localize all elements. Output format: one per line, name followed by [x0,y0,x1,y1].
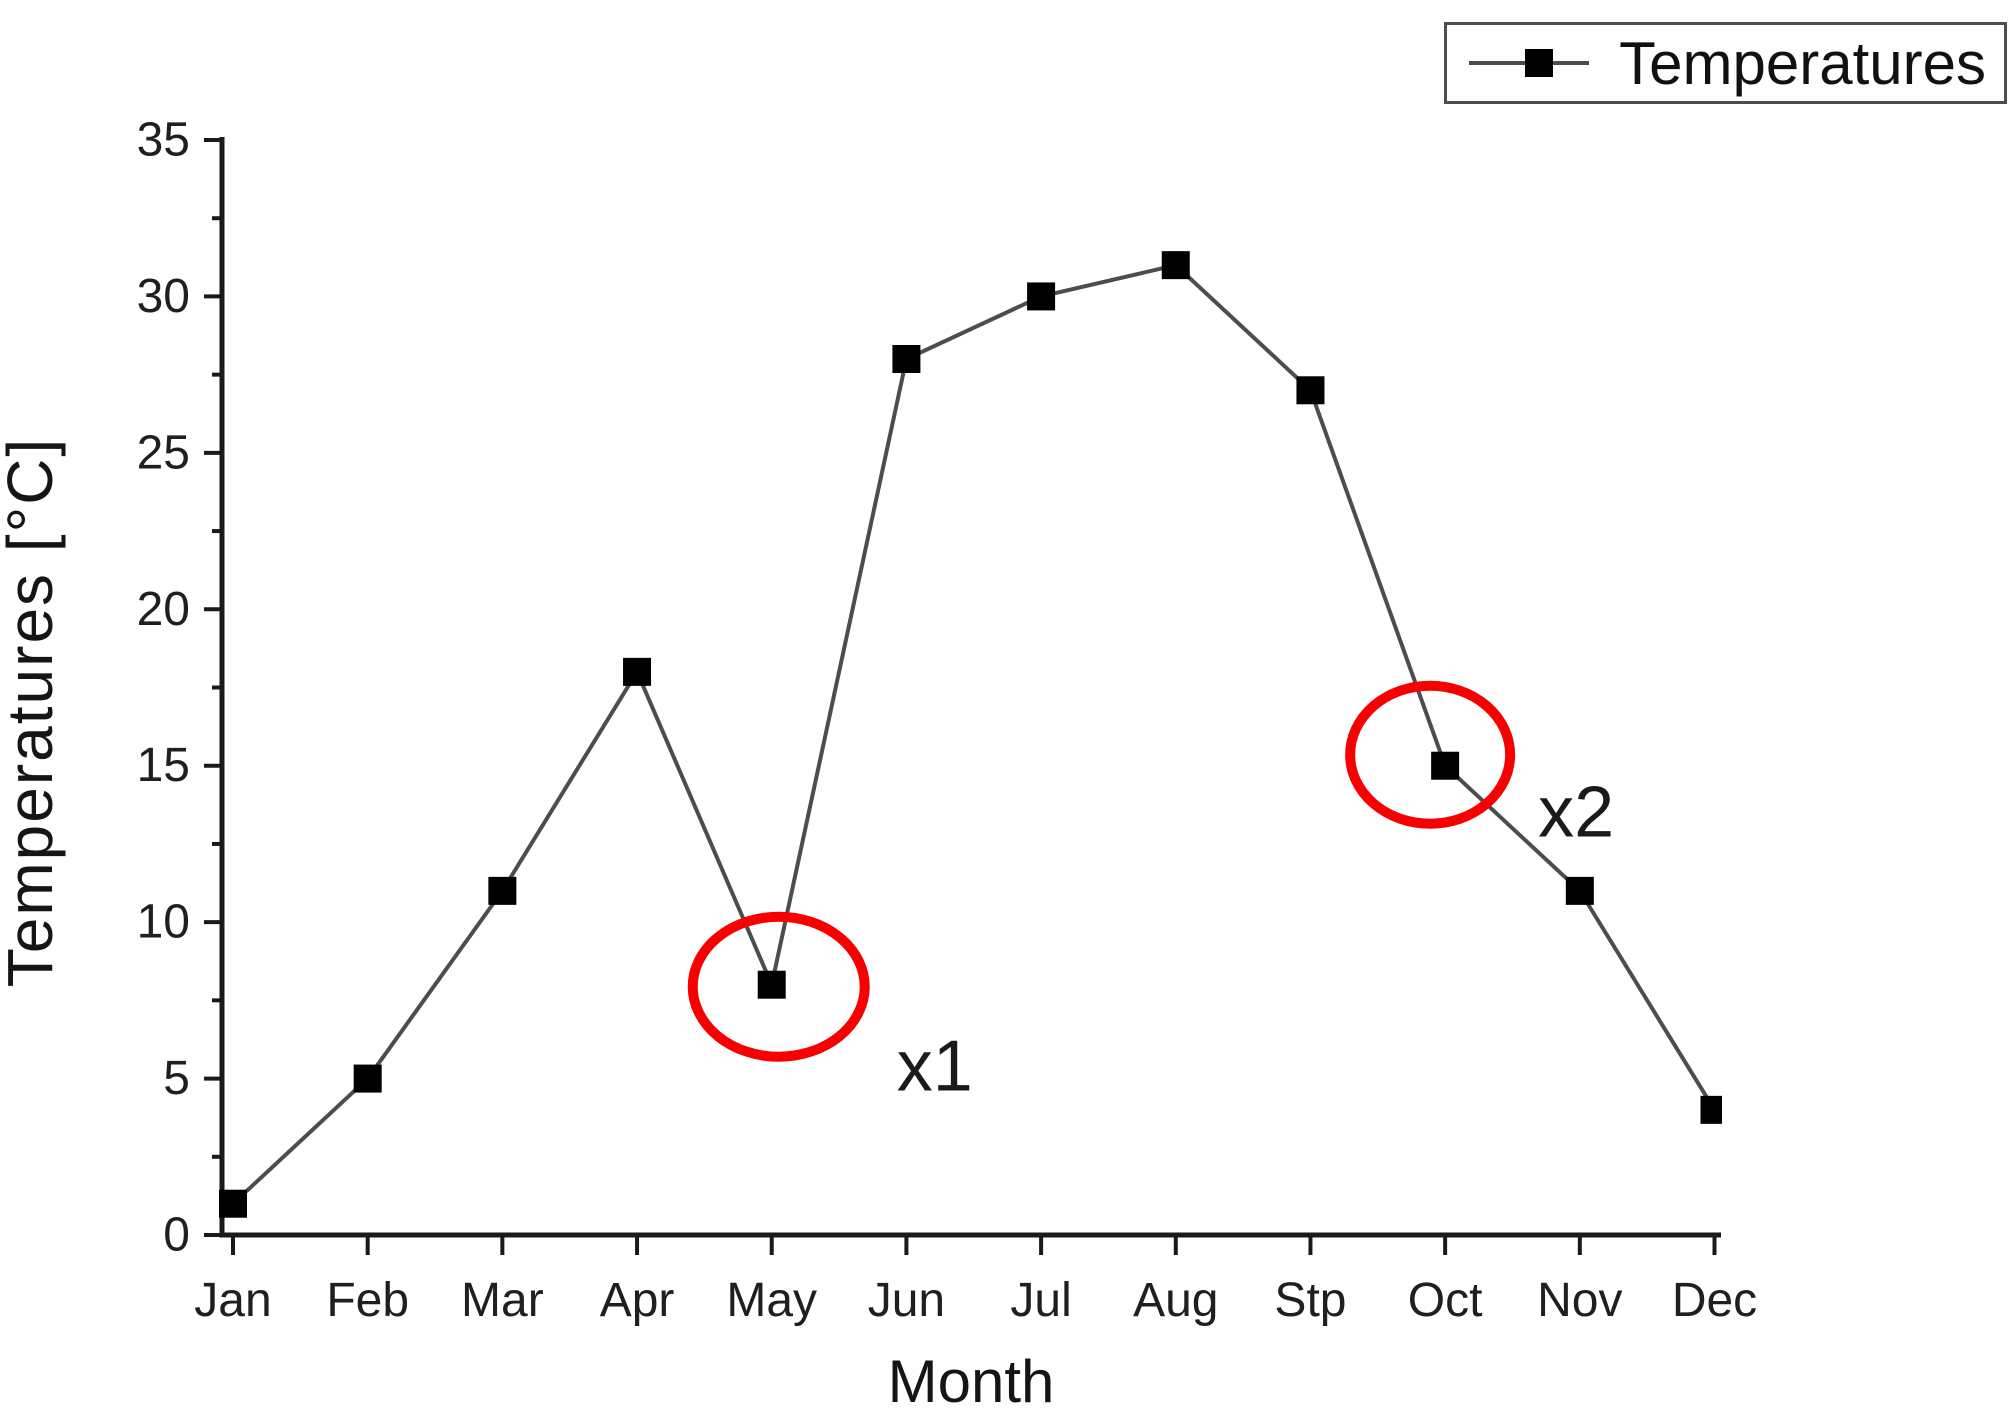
annotations-layer: x1 x2 [687,680,1614,1107]
temperature-series-markers [219,251,1722,1218]
legend-line-marker-swatch [1469,49,1590,77]
data-point-marker [488,876,517,905]
annotation-ellipse [687,911,870,1062]
x-axis-title: Month [888,1348,1055,1415]
data-point-marker [353,1064,382,1093]
annotation-label: x2 [1538,773,1614,853]
x-tick-label: Jul [1010,1274,1071,1327]
x-tick-label: Stp [1274,1274,1346,1327]
data-point-marker [892,345,921,373]
y-tick-label: 35 [137,114,190,167]
legend: Temperatures [1444,22,2007,104]
x-tick-label: Mar [461,1274,544,1327]
x-tick-label: Dec [1672,1274,1757,1327]
y-tick-label: 0 [163,1209,190,1262]
x-axis-tick-labels: Jan Feb Mar Apr May Jun Jul Aug Stp Oct Nov Dec [194,1274,1757,1327]
data-point-marker [757,970,786,999]
x-tick-label: May [726,1274,817,1327]
temperature-series-line [231,262,1717,1206]
x-axis-ticks [231,1235,1717,1255]
x-tick-label: Aug [1133,1274,1218,1327]
annotation-label: x1 [897,1027,973,1107]
data-point-marker [1027,282,1056,311]
legend-entry-label: Temperatures [1619,29,1986,97]
data-point-marker [1431,751,1460,780]
legend-square-marker [1525,49,1553,77]
y-tick-label: 10 [137,896,190,949]
y-tick-label: 30 [137,270,190,323]
y-axis-ticks [204,138,222,1237]
data-point-marker [1565,876,1594,905]
x-tick-label: Jun [868,1274,945,1327]
y-tick-label: 25 [137,426,190,479]
annotation-ellipse [1345,680,1516,829]
x-tick-label: Nov [1537,1274,1622,1327]
x-tick-label: Apr [600,1274,675,1327]
y-tick-label: 15 [137,739,190,792]
y-tick-label: 20 [137,583,190,636]
series-line-path [231,262,1717,1206]
x-tick-label: Oct [1408,1274,1483,1327]
data-point-marker [623,657,652,686]
x-tick-label: Jan [194,1274,271,1327]
data-point-marker [1700,1095,1722,1124]
y-axis-title: Temperatures [°C] [0,437,66,987]
y-tick-label: 5 [163,1052,190,1105]
data-point-marker [219,1189,247,1218]
y-axis-tick-labels: 0 5 10 15 20 25 30 35 [137,114,190,1262]
data-point-marker [1161,251,1190,280]
data-point-marker [1296,376,1325,405]
x-tick-label: Feb [326,1274,409,1327]
